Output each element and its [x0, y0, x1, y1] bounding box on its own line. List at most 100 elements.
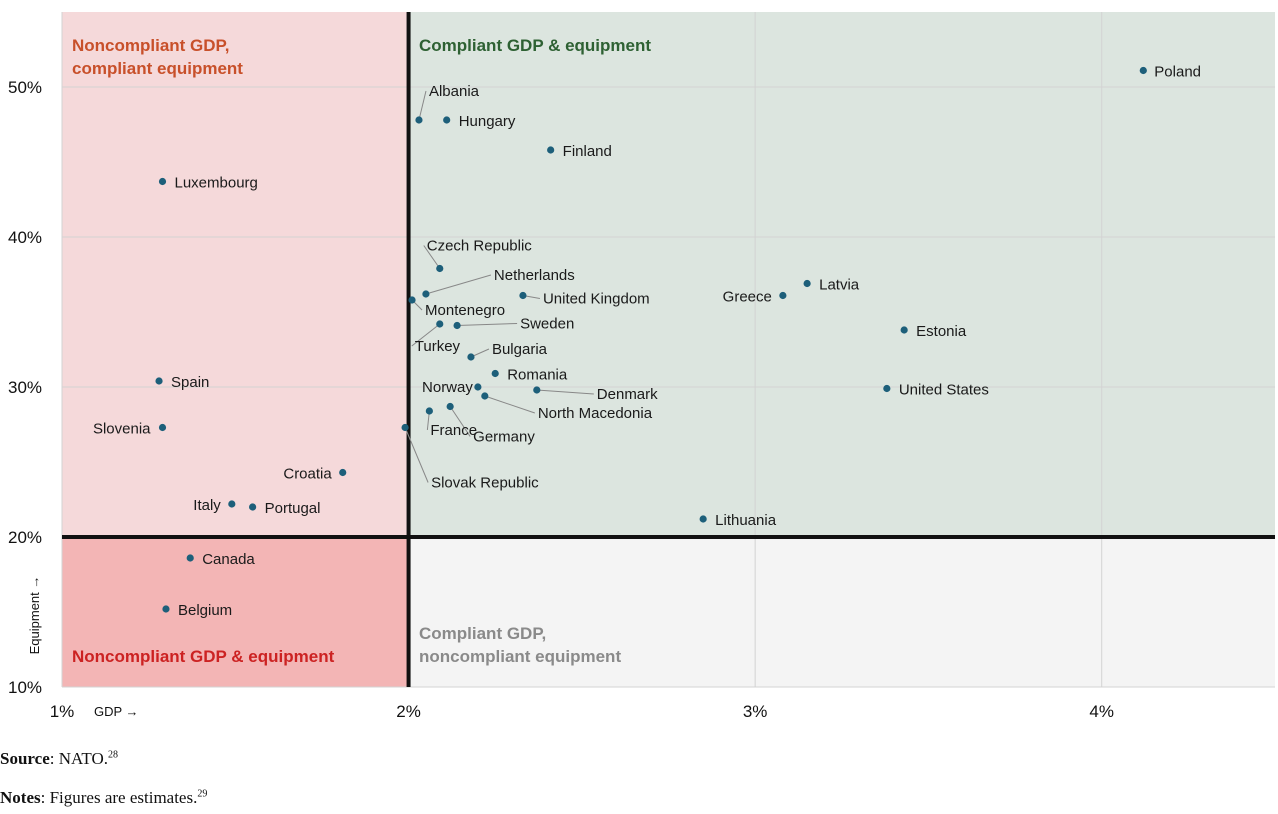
- leader-line: [404, 427, 429, 483]
- point-label: North Macedonia: [538, 405, 653, 422]
- point-label: Romania: [507, 367, 568, 384]
- point-label: Latvia: [819, 277, 860, 294]
- point-label: Bulgaria: [492, 341, 548, 358]
- point-slovak-republic: [401, 423, 409, 432]
- source-label: Source: [0, 749, 50, 768]
- x-tick-label: 1%: [50, 702, 75, 721]
- point-label: Hungary: [459, 113, 516, 130]
- point-bulgaria: [467, 353, 475, 361]
- point-label: Albania: [429, 83, 480, 100]
- leader-line: [457, 323, 518, 326]
- point-label: Finland: [563, 143, 612, 160]
- point-norway: [474, 383, 482, 391]
- source-ref: 28: [108, 749, 118, 761]
- point-spain: [155, 377, 163, 385]
- point-poland: [1139, 66, 1147, 75]
- point-label: Portugal: [265, 500, 321, 517]
- point-label: United States: [899, 382, 989, 399]
- x-axis-label: GDP →: [94, 704, 139, 719]
- point-label: Greece: [723, 289, 772, 306]
- point-north-macedonia: [481, 392, 489, 400]
- point-label: Netherlands: [494, 267, 575, 284]
- x-tick-label: 4%: [1089, 702, 1114, 721]
- quadrant-top-left: [62, 12, 409, 537]
- quadrant-bottom-left: [62, 537, 409, 687]
- point-label: Sweden: [520, 316, 574, 333]
- leader-line: [449, 406, 471, 437]
- leader-line: [536, 389, 594, 395]
- point-label: Denmark: [597, 386, 658, 403]
- point-italy: [228, 500, 236, 508]
- y-tick-label: 40%: [8, 228, 42, 247]
- point-label: Belgium: [178, 602, 232, 619]
- y-tick-label: 30%: [8, 378, 42, 397]
- point-label: Slovak Republic: [431, 475, 539, 492]
- point-croatia: [339, 468, 347, 477]
- point-hungary: [443, 116, 451, 124]
- source-text: : NATO.: [49, 749, 108, 768]
- x-tick-label: 3%: [743, 702, 768, 721]
- point-label: United Kingdom: [543, 291, 650, 308]
- scatter-chart: 10% 20% 30% 40% 50% 1% 2% 3% 4% GDP → Equipment → N…: [8, 12, 1276, 721]
- point-label: Germany: [473, 429, 535, 446]
- point-belgium: [162, 605, 170, 613]
- point-label: Poland: [1154, 64, 1201, 81]
- source-note: Source: NATO.28: [0, 749, 118, 769]
- point-label: Lithuania: [715, 512, 777, 529]
- leader-line: [423, 245, 441, 269]
- quadrant-title-top-right: Compliant GDP & equipment: [419, 36, 651, 55]
- point-label: Montenegro: [425, 302, 505, 319]
- point-label: Luxembourg: [175, 175, 258, 192]
- leader-line: [411, 323, 441, 347]
- leader-line: [425, 274, 492, 295]
- point-estonia: [900, 326, 908, 334]
- point-label: Estonia: [916, 323, 967, 340]
- point-greece: [779, 291, 787, 300]
- point-netherlands: [422, 290, 430, 298]
- point-label: Canada: [202, 551, 255, 568]
- quadrant-title-bottom-left: Noncompliant GDP & equipment: [72, 647, 335, 666]
- point-label: Spain: [171, 374, 209, 391]
- point-czech-republic: [436, 264, 444, 273]
- point-label: Croatia: [283, 466, 332, 483]
- point-turkey: [436, 320, 444, 328]
- point-albania: [415, 116, 423, 124]
- point-canada: [186, 554, 194, 562]
- quadrant-title-top-left: Noncompliant GDP,: [72, 36, 229, 55]
- y-tick-label: 50%: [8, 78, 42, 97]
- notes-note: Notes: Figures are estimates.29: [0, 788, 207, 808]
- point-label: Norway: [422, 379, 473, 396]
- point-united-states: [883, 384, 891, 393]
- point-label: Czech Republic: [427, 238, 533, 255]
- point-romania: [491, 369, 499, 378]
- point-lithuania: [699, 515, 707, 523]
- point-luxembourg: [158, 177, 167, 186]
- point-portugal: [249, 503, 257, 511]
- notes-label: Notes: [0, 788, 41, 807]
- notes-text: : Figures are estimates.: [40, 788, 198, 807]
- point-slovenia: [158, 423, 167, 432]
- y-tick-label: 10%: [8, 678, 42, 697]
- leader-line: [484, 395, 535, 414]
- point-montenegro: [408, 296, 416, 304]
- point-label: Slovenia: [93, 421, 151, 438]
- leader-line: [418, 90, 427, 121]
- point-denmark: [533, 386, 541, 394]
- point-label: France: [430, 422, 477, 439]
- y-axis-label: Equipment →: [27, 576, 42, 655]
- quadrant-title-top-left: compliant equipment: [72, 59, 243, 78]
- point-label: Italy: [193, 497, 221, 514]
- point-united-kingdom: [519, 291, 527, 300]
- point-sweden: [453, 321, 461, 330]
- y-tick-label: 20%: [8, 528, 42, 547]
- quadrant-bottom-right: [408, 537, 1276, 687]
- point-finland: [547, 146, 555, 154]
- point-germany: [446, 402, 454, 411]
- x-tick-label: 2%: [396, 702, 421, 721]
- quadrant-title-bottom-right: Compliant GDP,: [419, 624, 546, 643]
- point-label: Turkey: [415, 338, 461, 355]
- point-latvia: [803, 279, 811, 288]
- quadrant-title-bottom-right: noncompliant equipment: [419, 647, 621, 666]
- point-france: [425, 407, 433, 415]
- quadrant-top-right: [408, 12, 1276, 537]
